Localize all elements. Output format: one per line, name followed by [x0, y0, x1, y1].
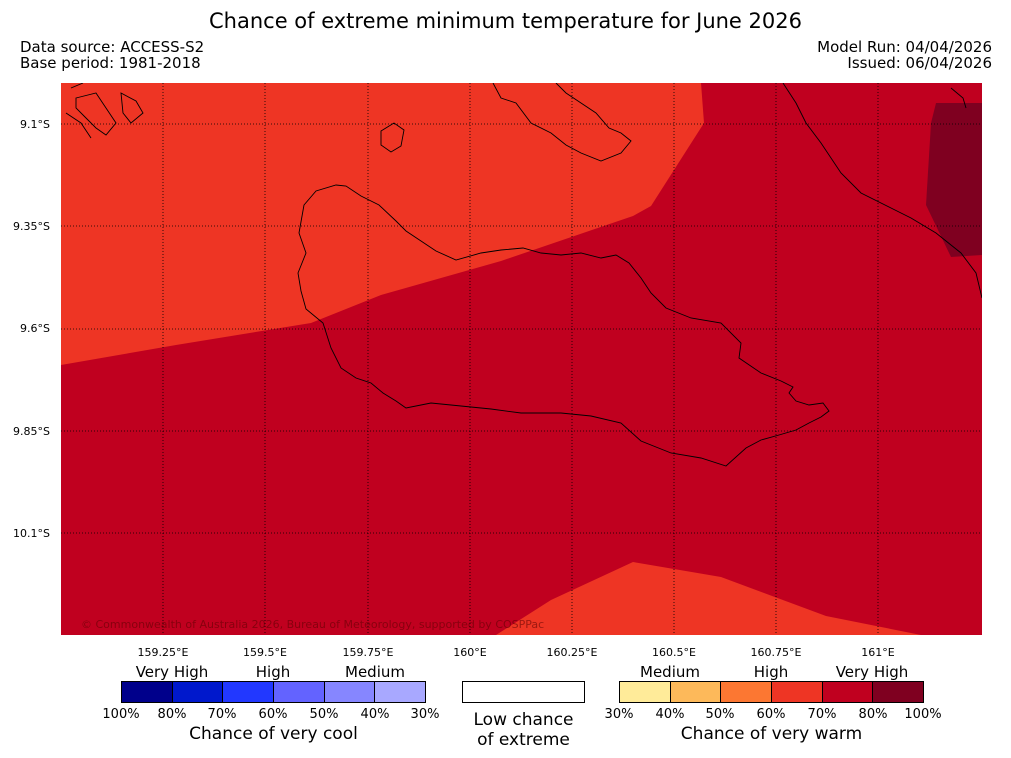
lat-label: 9.85°S [13, 425, 50, 438]
lat-label: 9.6°S [20, 322, 50, 335]
warm-legend-title: Chance of very warm [680, 724, 863, 744]
coastlines [65, 83, 982, 467]
lon-label: 160.75°E [750, 646, 802, 659]
warm-percent-label: 40% [655, 707, 685, 722]
cool-colorbar [121, 681, 426, 703]
lon-label: 159.5°E [243, 646, 287, 659]
neutral-swatch [462, 681, 585, 703]
graticule [61, 83, 982, 635]
cool-percent-label: 40% [360, 707, 390, 722]
warm-swatch [620, 682, 671, 702]
cool-percent-label: 70% [207, 707, 237, 722]
warm-percent-label: 30% [604, 707, 634, 722]
warm-swatch [772, 682, 823, 702]
warm-swatch [822, 682, 874, 702]
cool-category-label: Medium [345, 663, 405, 681]
warm-category-label: Very High [835, 663, 909, 681]
cool-swatch [172, 682, 224, 702]
warm-colorbar [619, 681, 924, 703]
neutral-label-line1: Low chance [473, 710, 574, 730]
copyright-notice: © Commonwealth of Australia 2026, Bureau… [81, 618, 545, 631]
lon-label: 160.25°E [546, 646, 598, 659]
map-canvas [61, 83, 982, 635]
lon-label: 159.75°E [342, 646, 394, 659]
lon-label: 161°E [861, 646, 895, 659]
lat-label: 9.35°S [13, 220, 50, 233]
base-period-text: Base period: 1981-2018 [20, 54, 201, 72]
region-80-100-east [926, 103, 982, 257]
island-florida-coast [492, 83, 632, 162]
warm-percent-label: 80% [858, 707, 888, 722]
lon-label: 159.25°E [137, 646, 189, 659]
model-run-text: Model Run: 04/04/2026 [817, 38, 992, 56]
warm-percent-label: 70% [807, 707, 837, 722]
cool-percent-label: 30% [410, 707, 440, 722]
island-ne-coast [950, 87, 967, 109]
cool-percent-label: 80% [157, 707, 187, 722]
warm-category-label: High [753, 663, 789, 681]
warm-percent-label: 60% [756, 707, 786, 722]
lat-label: 10.1°S [13, 527, 50, 540]
warm-percent-label: 100% [904, 707, 942, 722]
warm-percent-label: 50% [705, 707, 735, 722]
forecast-map: © Commonwealth of Australia 2026, Bureau… [61, 83, 982, 635]
cool-legend-title: Chance of very cool [189, 724, 358, 744]
lon-label: 160°E [453, 646, 487, 659]
cool-swatch [274, 682, 325, 702]
cool-category-label: High [255, 663, 291, 681]
island-russell-coast [65, 83, 144, 139]
issued-text: Issued: 06/04/2026 [847, 54, 992, 72]
cool-category-label: Very High [135, 663, 209, 681]
island-guadalcanal-coast [297, 184, 830, 467]
neutral-label-line2: of extreme [477, 730, 570, 750]
island-savo-coast [380, 122, 405, 153]
lon-label: 160.5°E [652, 646, 696, 659]
region-60-70-north [61, 83, 704, 365]
lat-label: 9.1°S [20, 118, 50, 131]
island-malaita-coast [782, 83, 982, 299]
chart-title: Chance of extreme minimum temperature fo… [209, 9, 802, 33]
region-60-70-south [496, 562, 921, 635]
data-source-text: Data source: ACCESS-S2 [20, 38, 205, 56]
cool-swatch [122, 682, 173, 702]
source-info: Data source: ACCESS-S2 Base period: 1981… [20, 39, 204, 71]
cool-swatch [375, 682, 426, 702]
cool-swatch [223, 682, 275, 702]
warm-swatch [721, 682, 773, 702]
cool-percent-label: 50% [309, 707, 339, 722]
cool-percent-label: 100% [102, 707, 140, 722]
warm-category-label: Medium [640, 663, 700, 681]
neutral-legend-label: Low chance of extreme [462, 710, 585, 750]
warm-swatch [670, 682, 722, 702]
run-info: Model Run: 04/04/2026 Issued: 06/04/2026 [817, 39, 992, 71]
cool-swatch [324, 682, 376, 702]
warm-swatch [873, 682, 924, 702]
cool-percent-label: 60% [258, 707, 288, 722]
